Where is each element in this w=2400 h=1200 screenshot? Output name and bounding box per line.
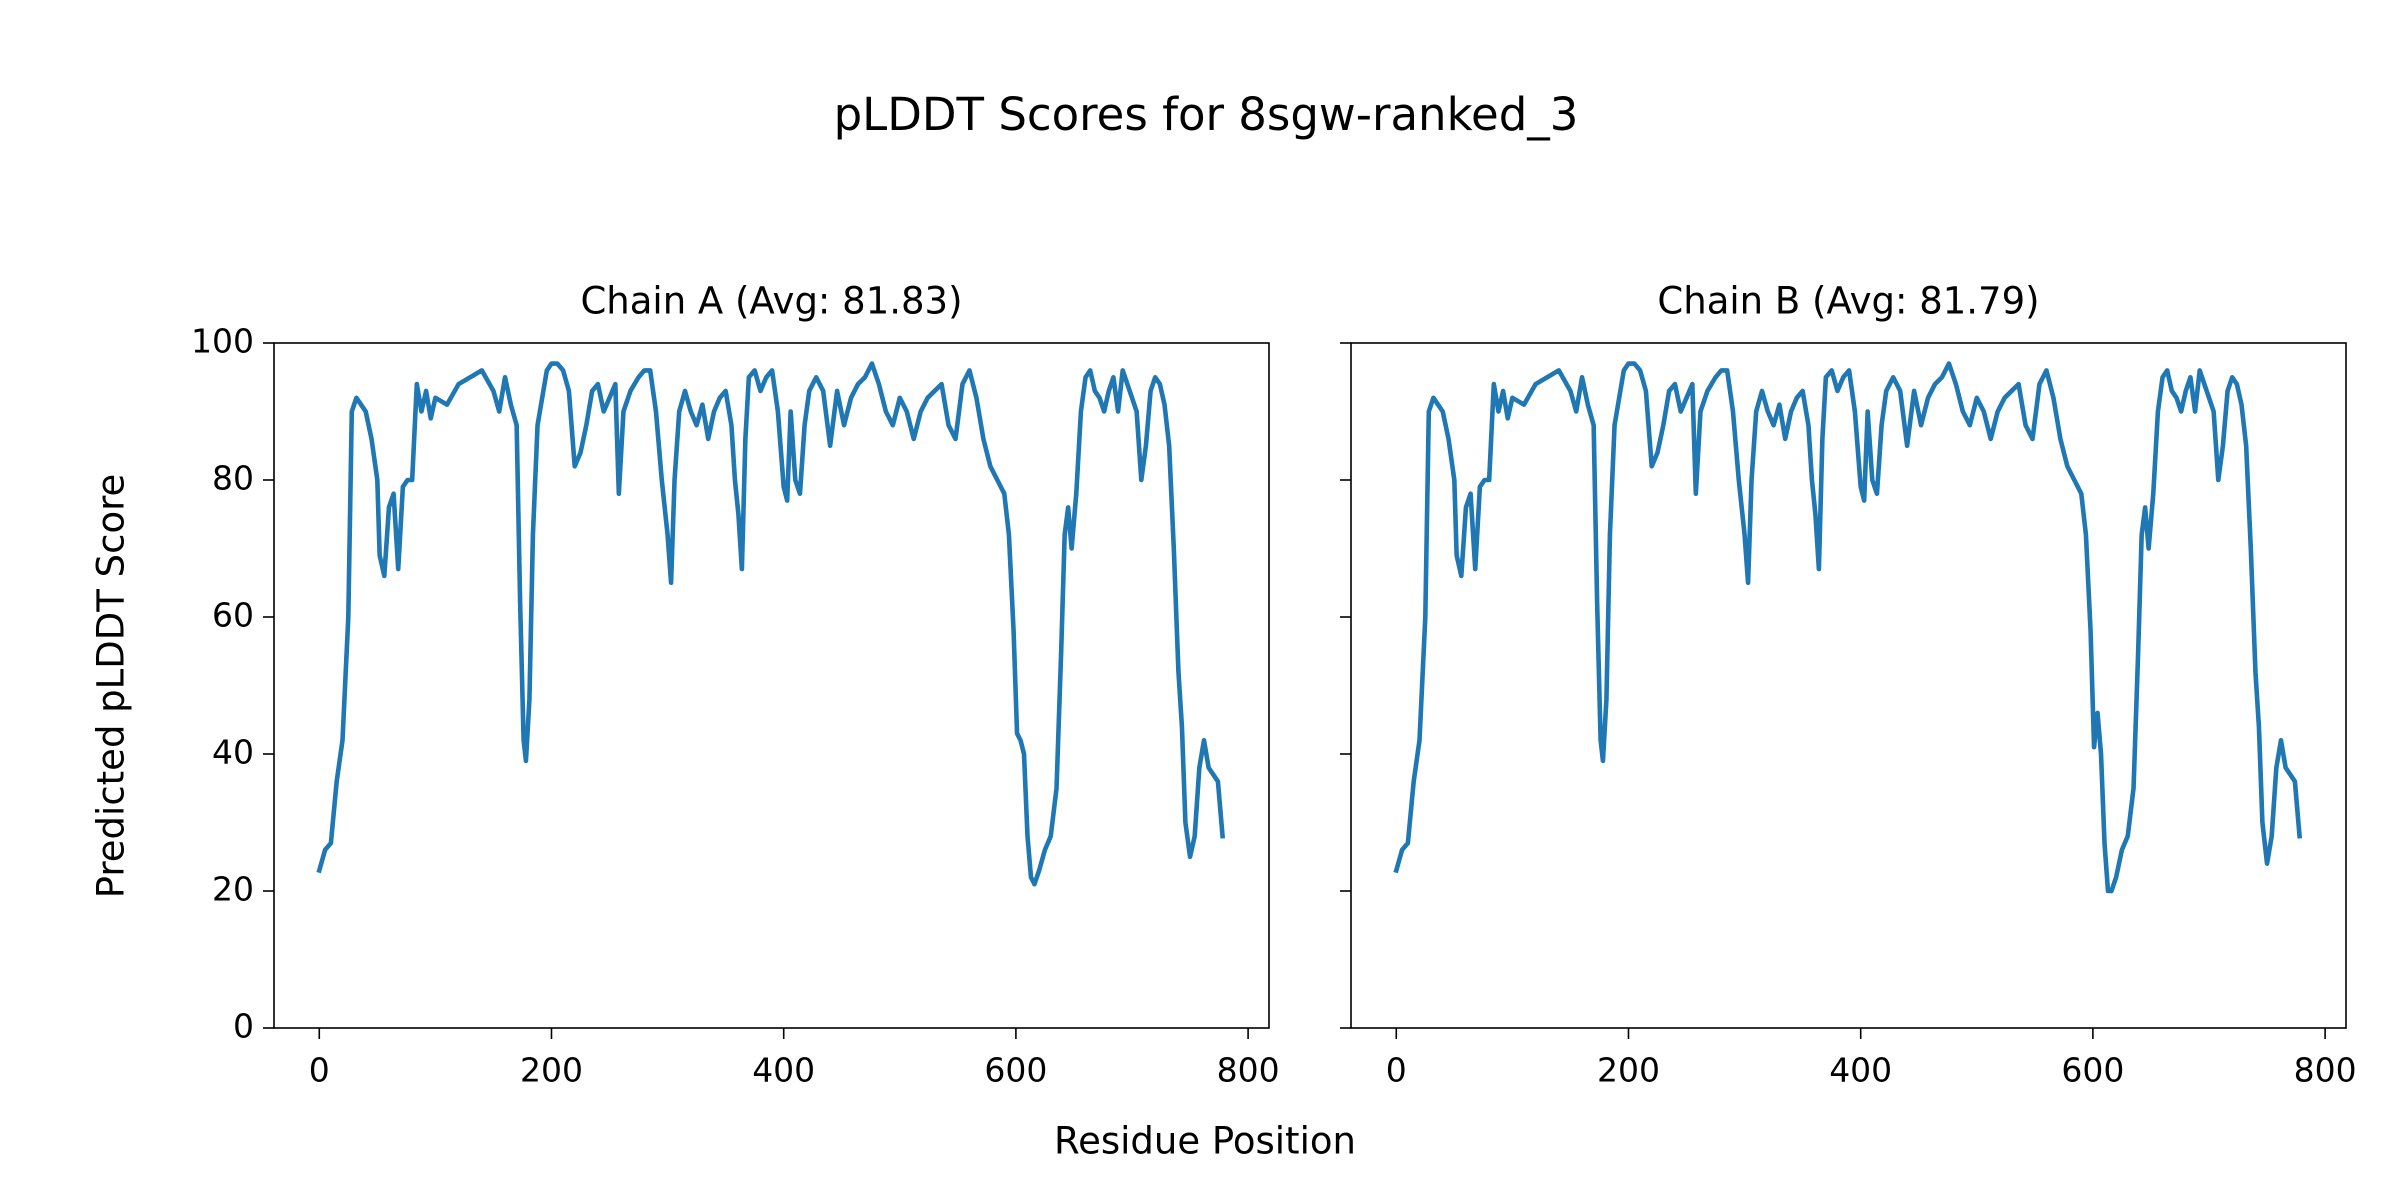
y-tick-label: 40	[212, 733, 254, 772]
axes-frame	[273, 342, 1270, 1029]
figure-title: pLDDT Scores for 8sgw-ranked_3	[834, 88, 1579, 141]
x-tick-label: 600	[984, 1051, 1047, 1090]
subplot-title: Chain A (Avg: 81.83)	[580, 280, 962, 323]
y-tick-label: 100	[191, 322, 254, 361]
axes-frame	[1350, 342, 2347, 1029]
y-tick-label: 20	[212, 870, 254, 909]
subplot-title: Chain B (Avg: 81.79)	[1657, 280, 2039, 323]
x-tick-label: 200	[1597, 1051, 1660, 1090]
x-tick-label: 800	[2294, 1051, 2357, 1090]
x-tick-label: 0	[1386, 1051, 1407, 1090]
x-tick-label: 600	[2061, 1051, 2124, 1090]
x-tick-label: 200	[520, 1051, 583, 1090]
y-tick-label: 0	[233, 1007, 254, 1046]
x-tick-label: 400	[1829, 1051, 1892, 1090]
data-line	[1393, 361, 2303, 894]
data-line	[316, 361, 1226, 887]
y-axis-label: Predicted pLDDT Score	[90, 474, 133, 899]
y-tick-label: 60	[212, 596, 254, 635]
x-tick-label: 800	[1217, 1051, 1280, 1090]
x-axis-label: Residue Position	[1054, 1120, 1356, 1163]
x-tick-label: 0	[309, 1051, 330, 1090]
x-tick-label: 400	[752, 1051, 815, 1090]
y-tick-label: 80	[212, 459, 254, 498]
